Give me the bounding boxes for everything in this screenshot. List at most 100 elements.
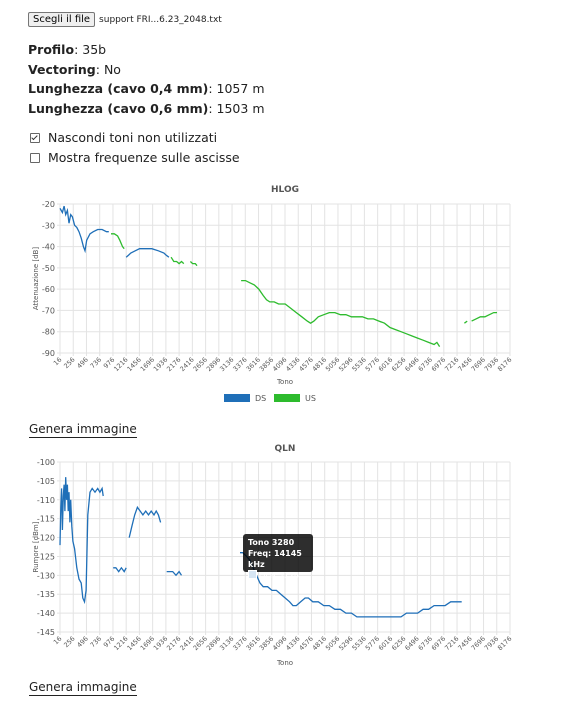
x-tick-label: 7456: [456, 356, 473, 373]
x-tick-label: 1456: [125, 356, 142, 373]
x-tick-label: 4576: [298, 356, 315, 373]
x-tick-label: 1216: [112, 356, 129, 373]
options: Nascondi toni non utilizzati Mostra freq…: [30, 128, 240, 168]
x-tick-label: 8176: [496, 635, 513, 652]
x-tick-label: 6496: [403, 635, 420, 652]
chart-title: HLOG: [271, 185, 299, 195]
x-tick-label: 256: [62, 356, 76, 370]
file-picker: Scegli il file support FRI...6.23_2048.t…: [28, 12, 222, 27]
hide-unused-checkbox[interactable]: [30, 133, 40, 143]
x-tick-label: 6256: [390, 356, 407, 373]
x-tick-label: 3136: [218, 356, 235, 373]
y-tick-label: -30: [42, 221, 55, 230]
x-tick-label: 6016: [377, 356, 394, 373]
hlog-chart: HLOG-20-30-40-50-60-70-80-90162564967369…: [32, 185, 513, 403]
x-tick-label: 1696: [139, 356, 156, 373]
y-tick-label: -70: [42, 306, 55, 315]
x-tick-label: 3616: [245, 356, 262, 373]
x-tick-label: 6736: [417, 635, 434, 652]
series-line-us: [241, 279, 441, 347]
tooltip-swatch: [248, 570, 257, 579]
x-tick-label: 6976: [430, 356, 447, 373]
x-tick-label: 496: [75, 356, 89, 370]
y-tick-label: -120: [37, 534, 55, 543]
series-line-qln: [128, 505, 162, 538]
y-tick-label: -110: [37, 496, 55, 505]
x-tick-label: 5056: [324, 356, 341, 373]
show-frequencies-checkbox[interactable]: [30, 153, 40, 163]
x-tick-label: 3376: [231, 356, 248, 373]
x-tick-label: 2656: [192, 635, 209, 652]
generate-image-qln-link[interactable]: Genera immagine: [29, 680, 137, 696]
info-profile: Profilo: 35b: [28, 42, 107, 57]
option-hide-unused-tones[interactable]: Nascondi toni non utilizzati: [30, 128, 240, 148]
y-axis-label: Attenuazione [dB]: [32, 247, 40, 310]
x-tick-label: 7216: [443, 356, 460, 373]
x-tick-label: 3856: [258, 635, 275, 652]
x-tick-label: 5776: [364, 635, 381, 652]
x-tick-label: 7216: [443, 635, 460, 652]
x-axis-label: Tono: [276, 659, 293, 667]
y-tick-label: -125: [37, 552, 55, 561]
choose-file-button[interactable]: Scegli il file: [28, 12, 96, 27]
series-line-us: [464, 320, 468, 324]
x-tick-label: 1936: [152, 635, 169, 652]
x-tick-label: 736: [89, 635, 103, 649]
x-tick-label: 4816: [311, 635, 328, 652]
y-tick-label: -135: [37, 590, 55, 599]
qln-chart: QLN -100 -105 -110 -115 -120 -125 -130 -135 -140 -…: [32, 444, 513, 667]
x-axis-label: Tono: [276, 378, 293, 386]
legend-label-ds[interactable]: DS: [255, 394, 266, 403]
x-tick-label: 3376: [231, 635, 248, 652]
x-tick-label: 3856: [258, 356, 275, 373]
x-tick-label: 7696: [470, 635, 487, 652]
series-line-qln: [240, 552, 462, 618]
legend-swatch-us[interactable]: [274, 394, 300, 402]
x-tick-label: 4576: [298, 635, 315, 652]
x-tick-label: 6496: [403, 356, 420, 373]
x-tick-label: 7936: [483, 635, 500, 652]
x-tick-label: 6736: [417, 356, 434, 373]
x-tick-label: 5296: [337, 356, 354, 373]
plot-area: [57, 461, 511, 635]
y-tick-label: -50: [42, 264, 55, 273]
x-tick-label: 5296: [337, 635, 354, 652]
x-tick-label: 7936: [483, 356, 500, 373]
x-tick-label: 4096: [271, 635, 288, 652]
generate-image-hlog-link[interactable]: Genera immagine: [29, 422, 137, 438]
x-tick-label: 256: [62, 635, 76, 649]
x-tick-label: 5536: [350, 635, 367, 652]
y-tick-label: -60: [42, 285, 55, 294]
y-axis-label: Rumore [dBm]: [32, 521, 40, 572]
y-tick-label: -100: [37, 458, 55, 467]
x-tick-label: 8176: [496, 356, 513, 373]
series-line-us: [111, 233, 125, 250]
x-tick-label: 4816: [311, 356, 328, 373]
selected-filename: support FRI...6.23_2048.txt: [99, 14, 222, 25]
x-tick-label: 2896: [205, 635, 222, 652]
x-tick-label: 2176: [165, 635, 182, 652]
x-tick-label: 2416: [178, 635, 195, 652]
x-tick-label: 1216: [112, 635, 129, 652]
y-tick-label: -40: [42, 243, 55, 252]
legend-swatch-ds[interactable]: [224, 394, 250, 402]
legend-label-us[interactable]: US: [305, 394, 316, 403]
x-tick-label: 3136: [218, 635, 235, 652]
x-tick-label: 6976: [430, 635, 447, 652]
option-show-frequencies[interactable]: Mostra frequenze sulle ascisse: [30, 148, 240, 168]
series-line-qln: [59, 477, 104, 605]
x-tick-label: 496: [75, 635, 89, 649]
info-length-06: Lunghezza (cavo 0,6 mm): 1503 m: [28, 100, 265, 116]
y-tick-label: -145: [37, 628, 55, 637]
x-tick-label: 4336: [284, 635, 301, 652]
series-line-us: [189, 261, 198, 267]
x-tick-label: 2656: [192, 356, 209, 373]
x-tick-label: 7696: [470, 356, 487, 373]
y-tick-label: -90: [42, 349, 55, 358]
x-tick-label: 1936: [152, 356, 169, 373]
x-tick-label: 6256: [390, 635, 407, 652]
x-tick-label: 1456: [125, 635, 142, 652]
chart-tooltip: Tono 3280 Freq: 14145 kHz QLN: -124: [243, 534, 313, 580]
series-line-ds: [125, 248, 170, 258]
chart-title: QLN: [275, 444, 296, 454]
